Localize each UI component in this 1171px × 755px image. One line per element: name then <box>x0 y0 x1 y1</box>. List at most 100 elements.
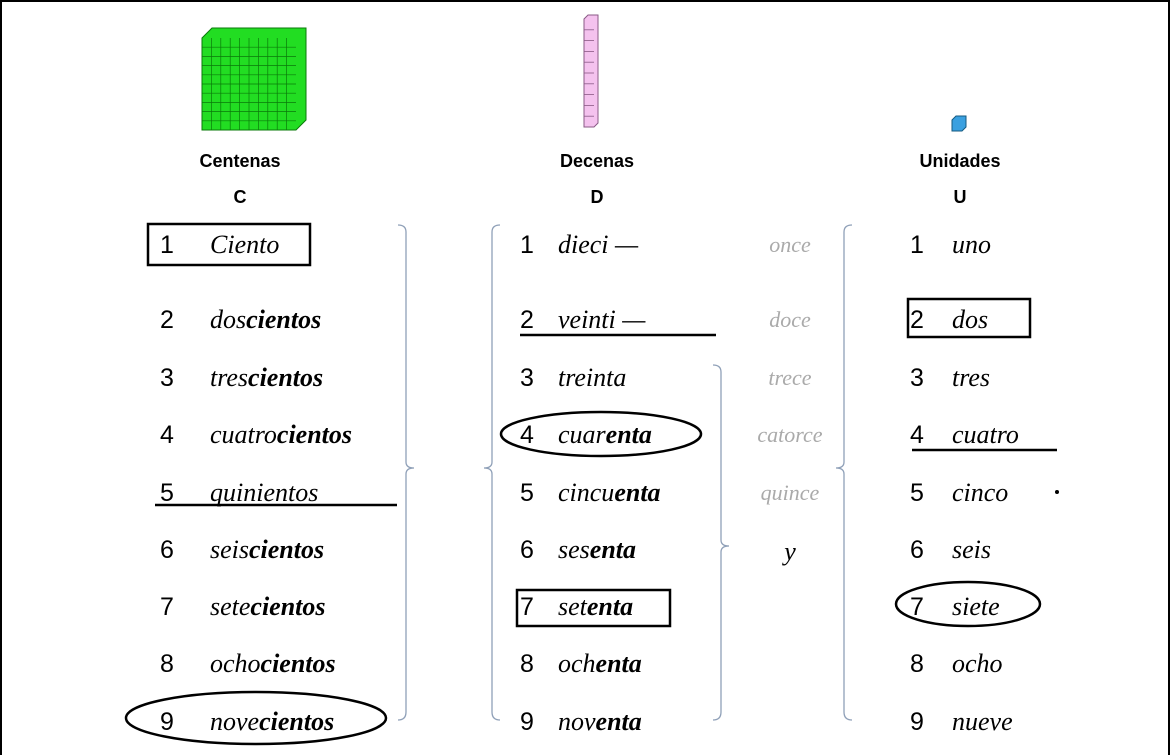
word-ending: cientos <box>246 305 321 334</box>
word-stem: Ciento <box>210 230 279 259</box>
word-ending: cientos <box>250 592 325 621</box>
row-word: siete <box>952 592 1000 621</box>
teen-word: doce <box>769 307 811 332</box>
hundred-block <box>201 27 307 131</box>
word-stem: treinta <box>558 363 626 392</box>
row-word: cincuenta <box>558 478 661 507</box>
word-stem: sete <box>210 592 250 621</box>
word-stem: cinco <box>952 478 1008 507</box>
row-word: nueve <box>952 707 1013 736</box>
word-stem: ocho <box>210 649 261 678</box>
row-word: ocho <box>952 649 1003 678</box>
row-number: 1 <box>910 231 924 259</box>
word-stem: och <box>558 649 596 678</box>
row-word: uno <box>952 230 991 259</box>
annotations <box>124 222 1059 746</box>
row-word: cuatrocientos <box>210 420 352 449</box>
row-number: 7 <box>520 593 534 621</box>
column-letter: D <box>591 187 604 207</box>
word-ending: cientos <box>261 649 336 678</box>
word-stem: quinientos <box>210 478 318 507</box>
row-word: noventa <box>558 707 642 736</box>
word-ending: cientos <box>277 420 352 449</box>
row-word: dieci — <box>558 230 639 259</box>
row-number: 3 <box>160 364 174 392</box>
column-title: Unidades <box>919 151 1000 171</box>
row-number: 4 <box>160 421 174 449</box>
teen-word: quince <box>761 480 820 505</box>
word-stem: ses <box>558 535 590 564</box>
row-number: 2 <box>910 306 924 334</box>
row-word: cuatro <box>952 420 1019 449</box>
word-ending: enta <box>596 649 642 678</box>
row-word: setecientos <box>210 592 326 621</box>
word-stem: ocho <box>952 649 1003 678</box>
word-stem: nove <box>210 707 259 736</box>
row-word: doscientos <box>210 305 321 334</box>
row-word: cinco <box>952 478 1008 507</box>
row-number: 2 <box>160 306 174 334</box>
row-number: 6 <box>160 536 174 564</box>
row-number: 4 <box>910 421 924 449</box>
word-stem: dos <box>952 305 988 334</box>
column-letter: U <box>954 187 967 207</box>
row-word: veinti — <box>558 305 646 334</box>
column-letter: C <box>234 187 247 207</box>
row-number: 2 <box>520 306 534 334</box>
row-number: 5 <box>910 479 924 507</box>
unit-cube <box>951 115 967 132</box>
word-ending: cientos <box>249 535 324 564</box>
word-stem: cuatro <box>210 420 277 449</box>
row-number: 7 <box>160 593 174 621</box>
row-number: 3 <box>520 364 534 392</box>
row-number: 4 <box>520 421 534 449</box>
word-stem: dos <box>210 305 246 334</box>
row-word: ochocientos <box>210 649 336 678</box>
word-stem: tres <box>210 363 248 392</box>
word-stem: cuar <box>558 420 607 449</box>
row-number: 8 <box>520 650 534 678</box>
row-number: 5 <box>520 479 534 507</box>
word-stem: nov <box>558 707 596 736</box>
row-number: 1 <box>520 231 534 259</box>
word-stem: set <box>558 592 588 621</box>
row-word: sesenta <box>558 535 636 564</box>
word-stem: dieci — <box>558 230 639 259</box>
row-word: novecientos <box>210 707 334 736</box>
word-ending: cientos <box>248 363 323 392</box>
word-stem: seis <box>210 535 249 564</box>
row-word: seis <box>952 535 991 564</box>
row-number: 9 <box>520 708 534 736</box>
row-word: dos <box>952 305 988 334</box>
row-word: trescientos <box>210 363 323 392</box>
row-number: 1 <box>160 231 174 259</box>
ten-rod <box>583 14 599 128</box>
word-stem: seis <box>952 535 991 564</box>
row-word: quinientos <box>210 478 318 507</box>
word-ending: enta <box>614 478 660 507</box>
row-word: Ciento <box>210 230 279 259</box>
row-word: seiscientos <box>210 535 324 564</box>
teen-word: once <box>769 232 811 257</box>
teen-word: trece <box>768 365 811 390</box>
row-number: 6 <box>520 536 534 564</box>
word-stem: siete <box>952 592 1000 621</box>
word-stem: cincu <box>558 478 614 507</box>
row-word: ochenta <box>558 649 642 678</box>
row-word: cuarenta <box>558 420 652 449</box>
word-ending: enta <box>606 420 652 449</box>
row-number: 8 <box>910 650 924 678</box>
row-number: 7 <box>910 593 924 621</box>
row-word: treinta <box>558 363 626 392</box>
word-stem: uno <box>952 230 991 259</box>
row-word: setenta <box>558 592 633 621</box>
word-stem: veinti — <box>558 305 646 334</box>
row-number: 9 <box>160 708 174 736</box>
word-ending: enta <box>596 707 642 736</box>
column-title: Centenas <box>199 151 280 171</box>
brackets <box>397 224 853 721</box>
word-stem: nueve <box>952 707 1013 736</box>
